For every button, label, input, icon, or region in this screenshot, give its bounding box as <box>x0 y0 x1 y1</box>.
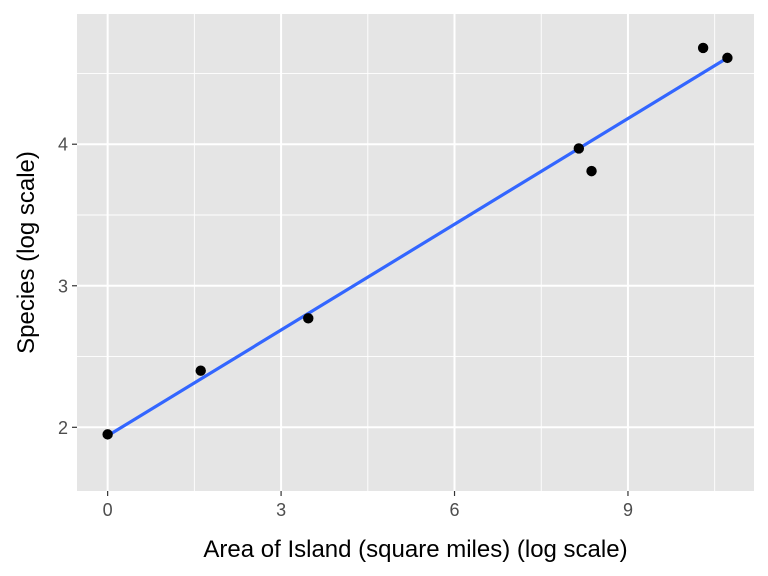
fit-line-layer <box>106 56 729 438</box>
data-point <box>722 52 733 64</box>
x-tick-label: 9 <box>623 500 633 520</box>
x-axis-title: Area of Island (square miles) (log scale… <box>203 536 627 563</box>
y-tick-label: 3 <box>58 276 68 296</box>
plot-panel <box>77 14 754 491</box>
data-point <box>586 165 597 177</box>
x-axis: 0 3 6 9 <box>103 491 633 520</box>
data-points <box>102 42 733 440</box>
major-grid-y <box>77 143 754 429</box>
y-axis: 2 3 4 <box>58 135 77 438</box>
data-point <box>303 313 314 324</box>
data-point <box>102 429 113 440</box>
data-point <box>195 365 206 376</box>
data-point <box>697 42 709 54</box>
minor-grid-y <box>77 72 754 357</box>
y-axis-title: Species (log scale) <box>13 151 40 354</box>
data-point <box>573 143 585 154</box>
y-tick-label: 2 <box>58 418 68 438</box>
x-tick-label: 0 <box>103 500 113 520</box>
y-tick-label: 4 <box>58 135 68 155</box>
minor-grid-x <box>193 14 716 491</box>
major-grid-x <box>106 14 629 491</box>
regression-line <box>106 56 729 438</box>
x-tick-label: 6 <box>450 500 460 520</box>
x-tick-label: 3 <box>276 500 286 520</box>
